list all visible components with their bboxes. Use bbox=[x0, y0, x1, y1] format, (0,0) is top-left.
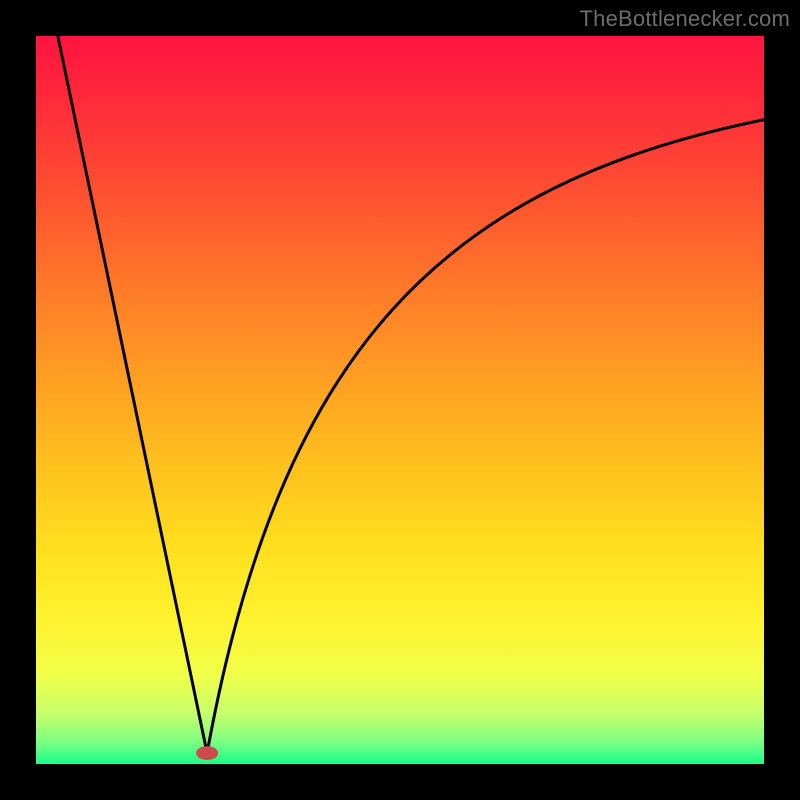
chart-canvas: TheBottlenecker.com bbox=[0, 0, 800, 800]
gradient-background bbox=[36, 36, 764, 764]
watermark-text: TheBottlenecker.com bbox=[580, 6, 790, 32]
minimum-marker bbox=[196, 746, 218, 760]
plot-svg bbox=[36, 36, 764, 764]
plot-area bbox=[36, 36, 764, 764]
